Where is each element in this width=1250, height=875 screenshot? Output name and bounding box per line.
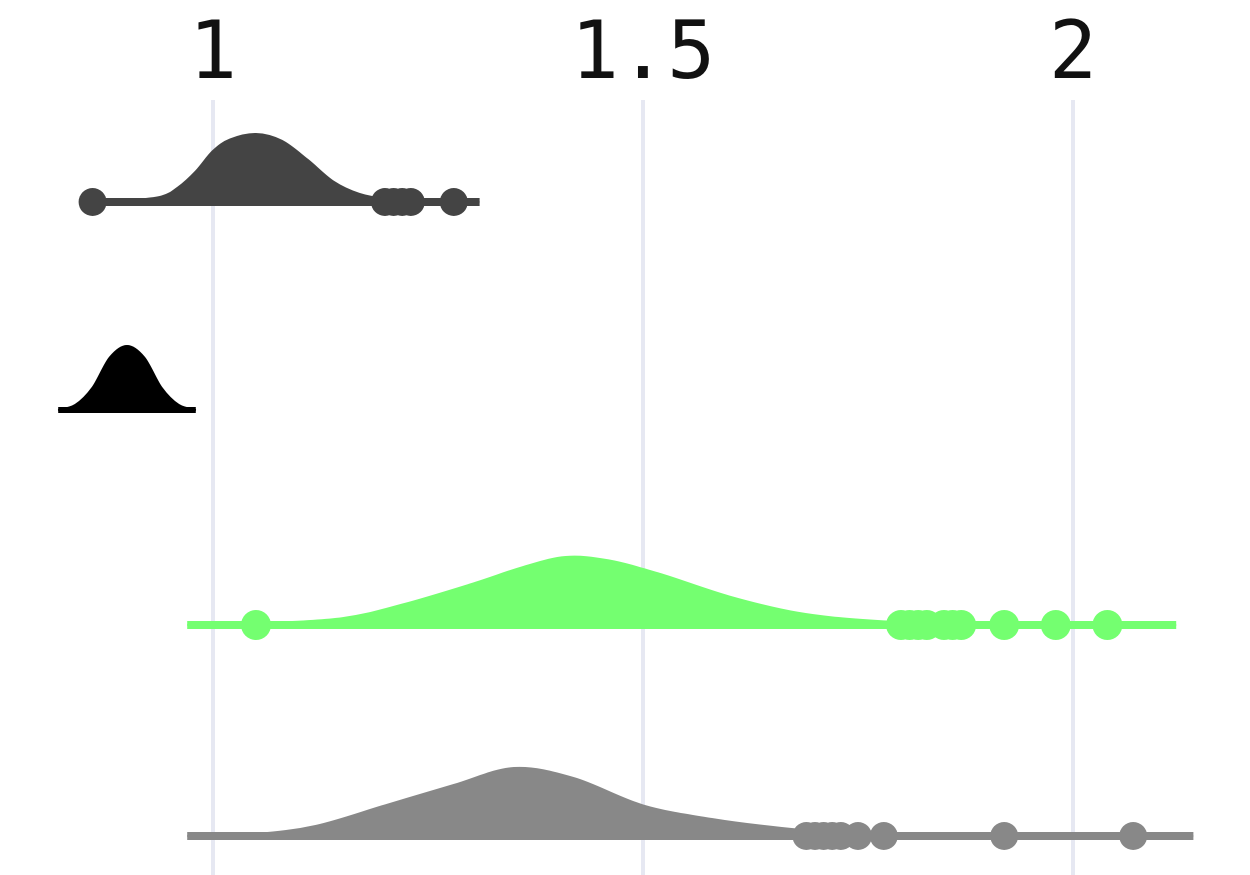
- series-0-point-5: [439, 188, 468, 216]
- series-0-point-4: [396, 188, 425, 216]
- series-2-density: [187, 555, 1177, 626]
- series-2-point-7: [946, 610, 977, 640]
- series-2: [187, 555, 1177, 640]
- series-3-point-6: [869, 822, 898, 850]
- x-tick-label-0: 1: [189, 4, 237, 97]
- x-tick-label-2: 2: [1049, 4, 1097, 97]
- series-3-point-5: [844, 822, 872, 850]
- series-3-density: [187, 766, 1194, 838]
- grid-layer: [211, 100, 1075, 875]
- series-2-point-9: [1040, 610, 1071, 640]
- series-0-point-0: [78, 188, 107, 216]
- series-2-point-0: [241, 610, 271, 640]
- x-axis-ticks: 1 1.5 2: [189, 4, 1097, 97]
- series-3-point-7: [990, 822, 1019, 850]
- series-layer: [57, 132, 1194, 850]
- series-0-density: [92, 132, 480, 203]
- series-1: [57, 344, 197, 413]
- series-2-point-8: [989, 610, 1020, 640]
- series-0: [78, 132, 480, 216]
- x-tick-label-1: 1.5: [571, 4, 716, 97]
- series-3: [187, 766, 1194, 850]
- series-2-point-10: [1092, 610, 1123, 640]
- series-3-point-8: [1119, 822, 1148, 850]
- series-1-density: [57, 344, 197, 411]
